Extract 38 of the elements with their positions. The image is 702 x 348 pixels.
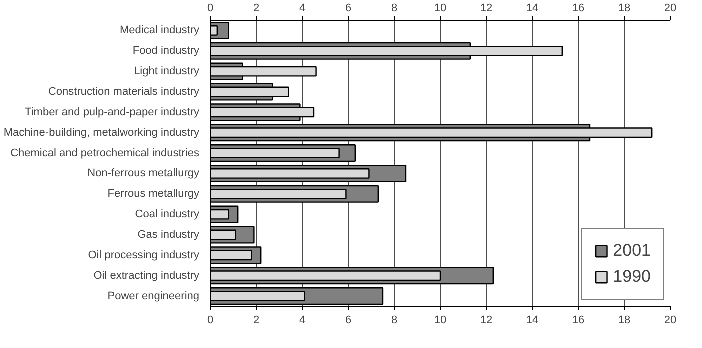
x2-tick-label: 20 — [664, 314, 677, 326]
x-tick-label: 8 — [391, 2, 398, 14]
y-tick-label: Ferrous metallurgy — [108, 188, 200, 200]
x2-tick-label: 4 — [299, 314, 306, 326]
x-tick-label: 20 — [664, 2, 677, 14]
y-tick-label: Food industry — [132, 45, 200, 58]
y-tick-label: Oil extracting industry — [94, 270, 200, 282]
x2-tick-label: 18 — [618, 314, 631, 326]
x2-tick-label: 0 — [207, 314, 214, 326]
y-tick-label: Light industry — [134, 66, 200, 78]
y-tick-label: Power engineering — [108, 290, 200, 302]
y-tick-label: Timber and pulp-and-paper industry — [25, 106, 200, 118]
x2-tick-label: 10 — [434, 314, 447, 326]
x2-tick-label: 2 — [253, 314, 260, 326]
x-tick-label: 6 — [345, 2, 352, 14]
y-tick-label: Oil processing industry — [88, 249, 200, 262]
x-tick-label: 2 — [253, 2, 260, 14]
x-tick-label: 0 — [207, 2, 214, 14]
x-tick-label: 14 — [526, 2, 539, 14]
x-tick-label: 12 — [480, 2, 493, 14]
x-tick-label: 4 — [299, 2, 306, 14]
legend-label: 2001 — [613, 241, 651, 261]
x-tick-label: 18 — [618, 2, 631, 14]
y-tick-label: Medical industry — [120, 24, 200, 37]
x2-tick-label: 12 — [480, 314, 493, 326]
y-tick-label: Machine-building, metalworking industry — [4, 126, 200, 139]
y-tick-label: Gas industry — [138, 229, 200, 241]
x2-tick-label: 16 — [572, 314, 585, 326]
x-tick-label: 16 — [572, 2, 585, 14]
x-tick-label: 10 — [434, 2, 447, 14]
y-tick-label: Non-ferrous metallurgy — [88, 168, 200, 180]
y-tick-label: Coal industry — [135, 208, 200, 221]
x2-tick-label: 8 — [391, 314, 398, 326]
legend-label: 1990 — [613, 267, 651, 287]
y-tick-label: Construction materials industry — [48, 86, 200, 98]
x2-tick-label: 6 — [345, 314, 352, 326]
x2-tick-label: 14 — [526, 314, 539, 326]
y-tick-label: Chemical and petrochemical industries — [10, 147, 200, 160]
